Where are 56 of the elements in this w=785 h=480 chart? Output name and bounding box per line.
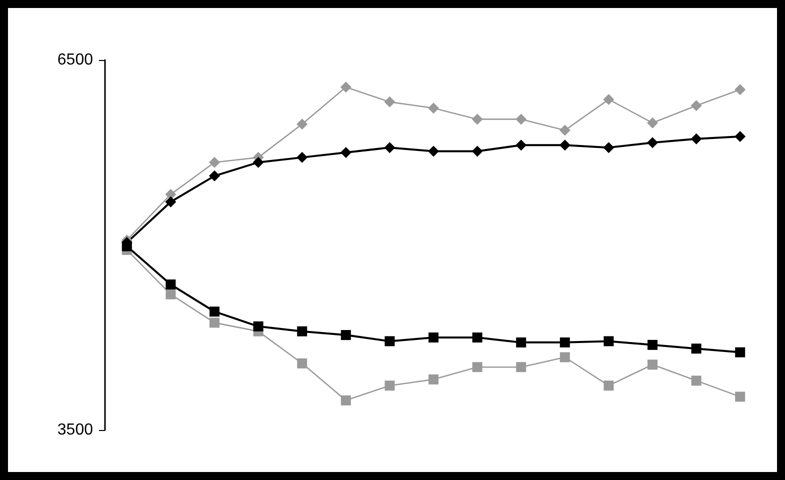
point bbox=[647, 117, 658, 128]
point bbox=[340, 395, 351, 406]
point bbox=[340, 330, 351, 340]
point bbox=[384, 142, 396, 154]
point bbox=[209, 170, 220, 182]
point bbox=[297, 326, 308, 336]
point bbox=[603, 94, 614, 105]
point bbox=[165, 196, 176, 208]
point bbox=[428, 374, 438, 384]
point bbox=[735, 392, 746, 402]
point bbox=[647, 137, 658, 148]
point bbox=[166, 279, 176, 290]
point bbox=[209, 156, 220, 168]
point bbox=[734, 130, 746, 142]
point bbox=[210, 306, 220, 317]
point bbox=[210, 318, 220, 328]
point bbox=[340, 147, 352, 158]
point bbox=[690, 133, 702, 144]
point bbox=[384, 336, 395, 346]
point bbox=[648, 360, 658, 370]
point bbox=[604, 380, 614, 391]
point bbox=[428, 332, 438, 342]
y-tick-label: 6500 bbox=[57, 52, 94, 68]
point bbox=[296, 152, 308, 163]
point bbox=[384, 380, 395, 391]
point bbox=[122, 241, 132, 252]
point bbox=[691, 344, 702, 354]
point bbox=[559, 124, 570, 136]
point bbox=[472, 332, 482, 342]
point bbox=[734, 84, 746, 96]
point bbox=[604, 336, 614, 346]
point bbox=[252, 156, 264, 168]
point bbox=[428, 146, 439, 157]
point bbox=[472, 114, 483, 125]
y-tick-label: 3500 bbox=[57, 422, 94, 438]
point bbox=[735, 347, 746, 358]
point bbox=[516, 362, 526, 372]
point bbox=[472, 146, 483, 157]
point bbox=[166, 289, 176, 300]
point bbox=[516, 140, 527, 151]
point bbox=[559, 140, 570, 151]
point bbox=[428, 102, 439, 114]
point bbox=[253, 321, 264, 332]
point bbox=[516, 337, 526, 348]
point bbox=[296, 118, 308, 130]
point bbox=[560, 337, 570, 348]
point bbox=[472, 362, 482, 372]
point bbox=[340, 82, 352, 93]
point bbox=[690, 100, 702, 112]
point bbox=[603, 142, 614, 154]
point bbox=[384, 96, 396, 108]
point bbox=[560, 352, 570, 362]
point bbox=[648, 340, 658, 350]
point bbox=[516, 114, 527, 125]
point bbox=[297, 358, 308, 368]
point bbox=[691, 376, 702, 386]
